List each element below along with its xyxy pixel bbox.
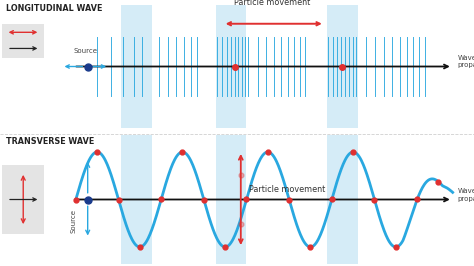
Bar [121, 5, 152, 128]
Bar [2, 165, 44, 234]
Text: Wave
propagation: Wave propagation [457, 55, 474, 69]
Bar [121, 135, 152, 264]
Text: Source: Source [71, 209, 76, 233]
Text: Wave
propagation: Wave propagation [457, 188, 474, 202]
Bar [2, 24, 44, 58]
Bar [216, 5, 246, 128]
Text: Particle movement: Particle movement [249, 185, 325, 194]
Text: Source: Source [73, 48, 97, 54]
Text: Particle movement: Particle movement [235, 0, 310, 7]
Bar [327, 5, 358, 128]
Bar [327, 135, 358, 264]
Text: TRANSVERSE WAVE: TRANSVERSE WAVE [6, 137, 94, 146]
Bar [216, 135, 246, 264]
Text: LONGITUDINAL WAVE: LONGITUDINAL WAVE [6, 4, 102, 13]
